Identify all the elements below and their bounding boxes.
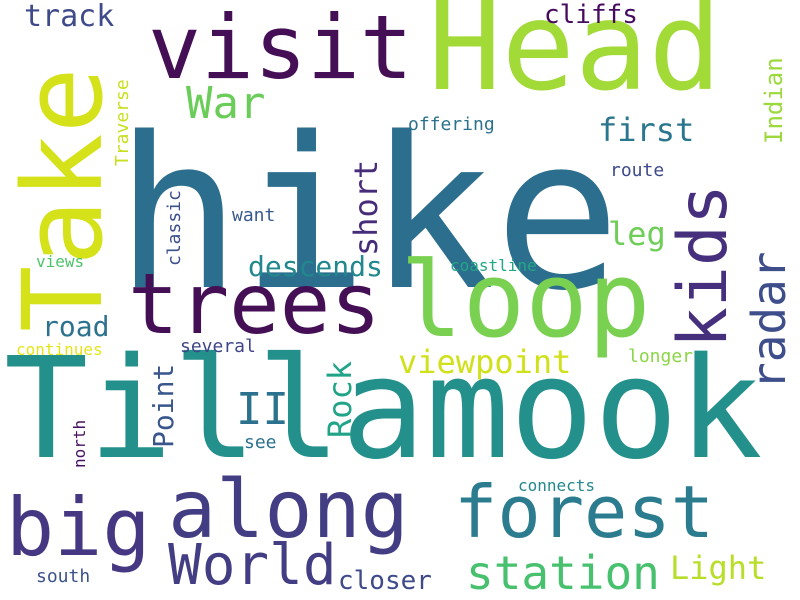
word-north: north	[70, 419, 89, 468]
word-classic: classic	[164, 190, 185, 266]
word-track: track	[24, 0, 115, 34]
word-short: short	[347, 159, 385, 256]
word-coastline: coastline	[450, 256, 537, 275]
word-rock: Rock	[321, 360, 359, 438]
word-south: south	[36, 566, 91, 587]
word-ii: II	[236, 384, 289, 435]
word-traverse: Traverse	[112, 79, 133, 166]
word-trees: trees	[128, 255, 381, 353]
word-kids: kids	[664, 184, 743, 348]
word-several: several	[180, 336, 256, 357]
word-station: station	[466, 546, 660, 600]
word-road: road	[42, 310, 110, 343]
word-light: Light	[670, 549, 767, 587]
word-want: want	[232, 205, 276, 226]
word-cliffs: cliffs	[544, 0, 638, 30]
word-point: Point	[147, 363, 180, 448]
word-tillamook: Tillamook	[4, 328, 763, 491]
word-views: views	[36, 252, 85, 271]
word-radar: radar	[742, 251, 796, 390]
word-indian: Indian	[760, 57, 788, 144]
word-head: Head	[428, 0, 722, 118]
word-forest: forest	[454, 470, 715, 554]
word-descends: descends	[248, 250, 383, 283]
word-loop: loop	[400, 239, 651, 361]
word-leg: leg	[608, 215, 666, 253]
word-viewpoint: viewpoint	[398, 343, 572, 381]
word-longer: longer	[628, 346, 694, 367]
word-big: big	[6, 481, 151, 574]
word-continues: continues	[16, 340, 103, 359]
word-offering: offering	[408, 114, 495, 135]
word-route: route	[610, 160, 665, 181]
word-see: see	[244, 432, 277, 453]
word-along: along	[168, 463, 409, 556]
word-visit: visit	[148, 0, 413, 99]
word-first: first	[598, 111, 695, 149]
word-hike: hike	[115, 92, 621, 337]
word-war: War	[186, 78, 266, 129]
word-connects: connects	[518, 476, 596, 495]
word-world: World	[168, 533, 337, 598]
word-closer: closer	[338, 566, 432, 596]
word-take: Take	[0, 67, 127, 332]
